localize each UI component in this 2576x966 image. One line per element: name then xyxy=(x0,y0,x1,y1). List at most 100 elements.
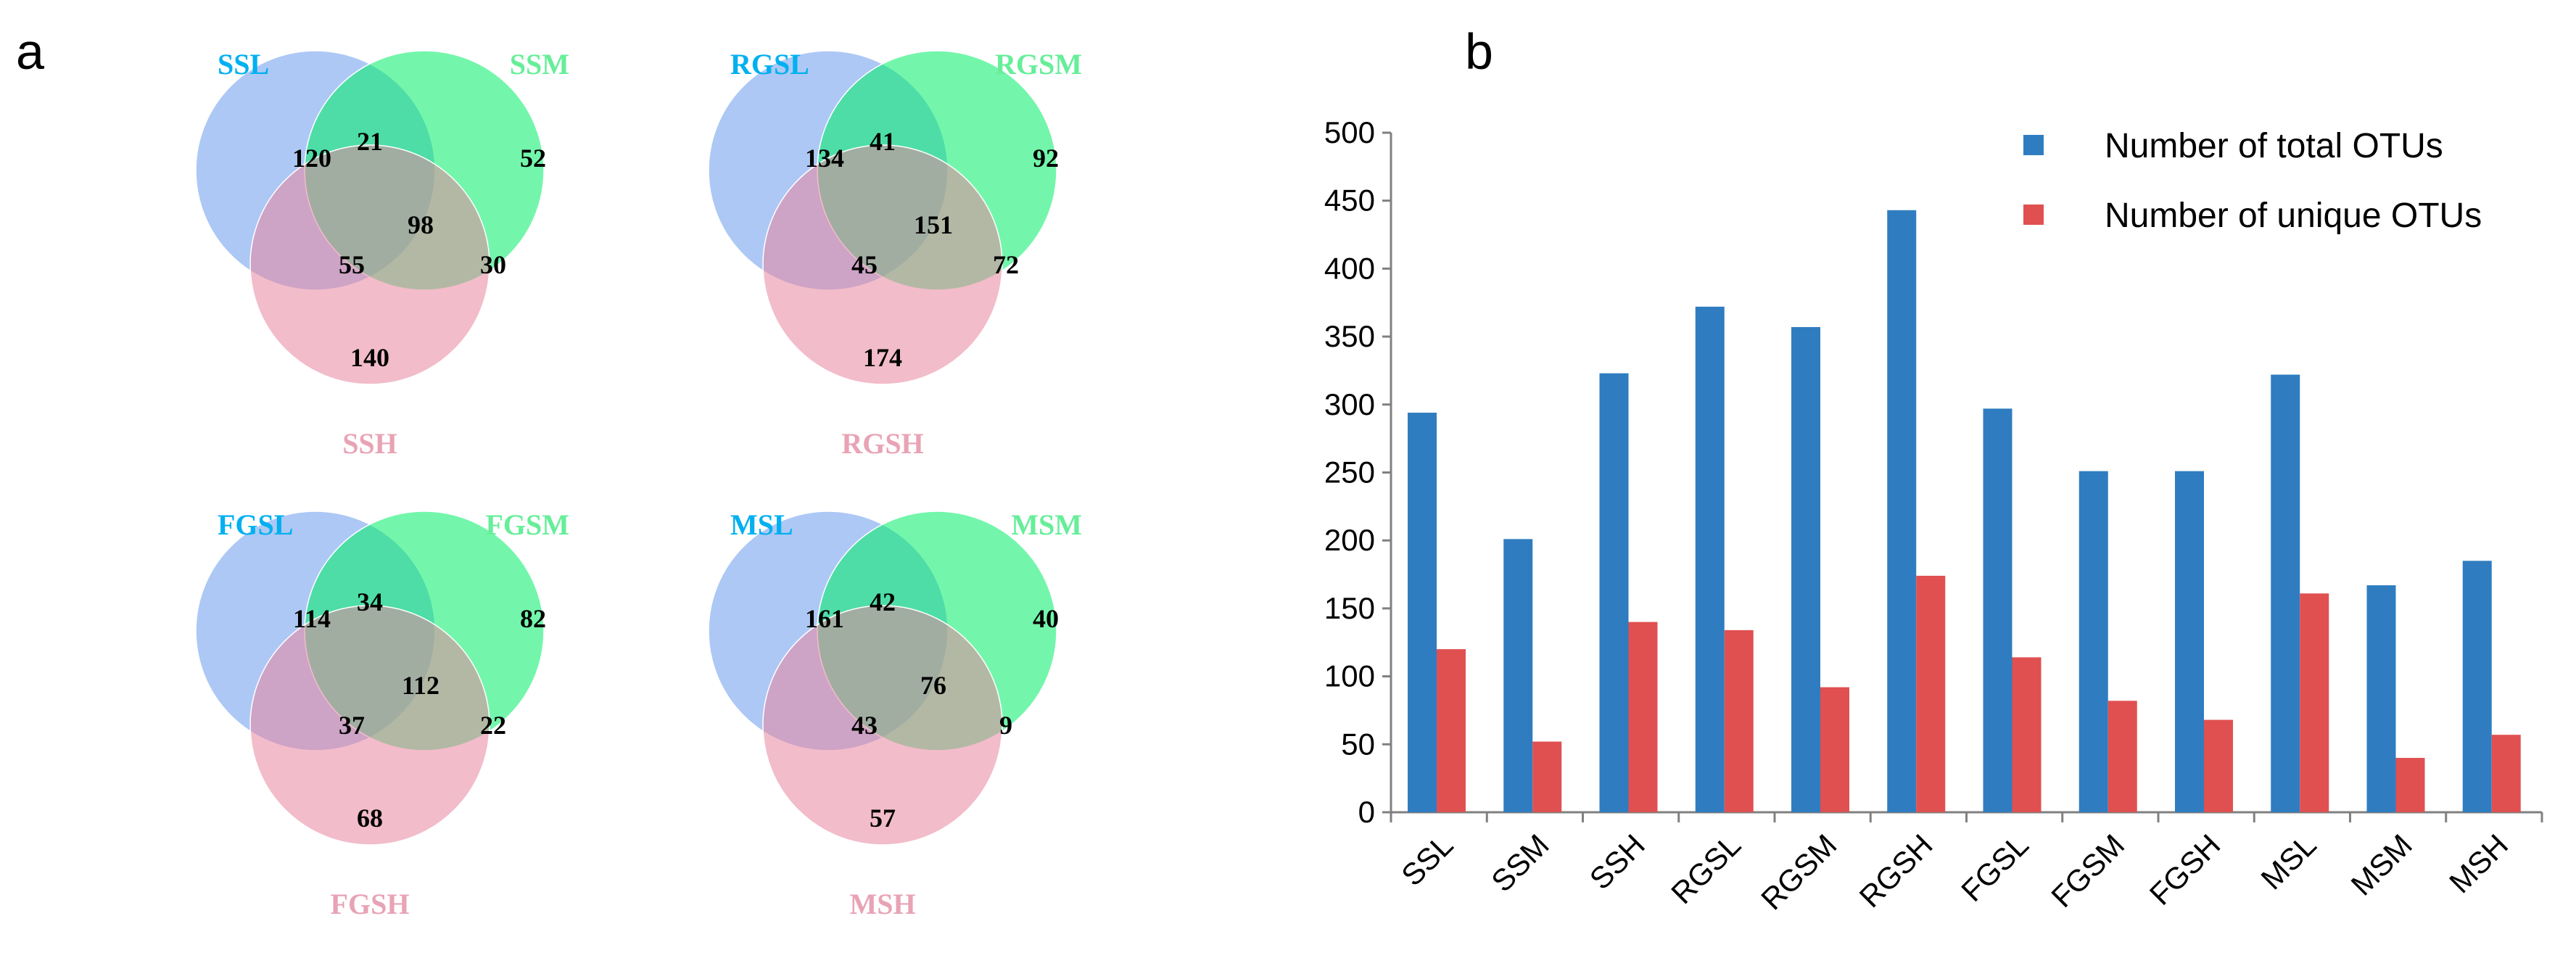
legend-swatch-total xyxy=(2023,135,2044,155)
bar-total-fgsm xyxy=(2078,471,2108,812)
venn-title-mid: RGSM xyxy=(995,48,1082,80)
venn-value-lmh: 112 xyxy=(402,671,439,700)
venn-value-m: 82 xyxy=(520,604,546,633)
venn-diagram-4: MSL MSM MSH 161 40 57 42 43 9 76 xyxy=(708,508,1082,920)
bar-total-msm xyxy=(2366,585,2396,812)
venn-value-lm: 34 xyxy=(357,587,383,616)
legend-swatch-unique xyxy=(2023,205,2044,225)
venn-title-high: SSH xyxy=(342,427,397,460)
venn-value-l: 161 xyxy=(805,604,844,633)
bar-unique-rgsm xyxy=(1820,687,1849,812)
x-tick-label-fgsh: FGSH xyxy=(2143,827,2227,912)
x-tick-label-fgsl: FGSL xyxy=(1954,827,2035,908)
bar-unique-msh xyxy=(2491,735,2521,812)
venn-value-lh: 37 xyxy=(339,711,365,740)
venn-value-lmh: 76 xyxy=(920,671,946,700)
venn-title-high: MSH xyxy=(849,888,915,920)
venn-value-lmh: 98 xyxy=(408,210,434,239)
venn-value-mh: 30 xyxy=(480,250,506,279)
bar-unique-ssh xyxy=(1628,622,1658,812)
venn-value-l: 134 xyxy=(805,144,844,173)
bar-unique-rgsl xyxy=(1724,629,1754,812)
venn-title-low: SSL xyxy=(218,48,269,80)
venn-title-high: FGSH xyxy=(331,888,410,920)
x-tick-label-msl: MSL xyxy=(2254,827,2322,896)
venn-title-mid: MSM xyxy=(1011,508,1082,541)
y-tick-label: 450 xyxy=(1324,183,1375,218)
venn-value-m: 40 xyxy=(1033,604,1059,633)
bar-total-ssh xyxy=(1599,373,1629,812)
venn-value-m: 52 xyxy=(520,144,546,173)
venn-circle-high xyxy=(249,605,490,846)
panel-label-b: b xyxy=(1465,23,1493,80)
venn-value-lh: 45 xyxy=(851,250,878,279)
bar-total-ssl xyxy=(1408,413,1437,812)
venn-title-low: FGSL xyxy=(218,508,293,541)
x-tick-label-ssl: SSL xyxy=(1395,827,1459,892)
bar-total-rgsl xyxy=(1695,306,1725,812)
venn-title-low: RGSL xyxy=(730,48,809,80)
y-tick-label: 150 xyxy=(1324,591,1375,625)
x-tick-label-msm: MSM xyxy=(2344,827,2419,902)
bar-unique-msm xyxy=(2395,758,2425,812)
venn-value-mh: 9 xyxy=(999,711,1012,740)
y-tick-label: 100 xyxy=(1324,659,1375,693)
venn-value-m: 92 xyxy=(1033,144,1059,173)
bar-unique-fgsm xyxy=(2108,701,2137,812)
venn-circle-high xyxy=(762,144,1003,385)
legend-label-total: Number of total OTUs xyxy=(2105,127,2443,165)
y-tick-label: 300 xyxy=(1324,387,1375,421)
y-tick-label: 0 xyxy=(1358,795,1375,829)
bar-total-msl xyxy=(2271,374,2300,812)
y-tick-label: 50 xyxy=(1341,727,1375,761)
venn-value-l: 114 xyxy=(293,604,331,633)
y-tick-label: 350 xyxy=(1324,319,1375,353)
venn-value-lh: 55 xyxy=(339,250,365,279)
y-tick-label: 200 xyxy=(1324,523,1375,557)
venn-diagram-2: RGSL RGSM RGSH 134 92 174 41 45 72 151 xyxy=(708,48,1082,460)
bar-unique-ssm xyxy=(1532,741,1562,812)
panel-label-a: a xyxy=(16,23,44,80)
x-tick-label-rgsl: RGSL xyxy=(1664,827,1747,910)
bar-total-ssm xyxy=(1503,539,1533,812)
bar-total-fgsh xyxy=(2175,471,2204,812)
venn-value-mh: 22 xyxy=(480,711,506,740)
venn-title-low: MSL xyxy=(730,508,793,541)
y-tick-label: 500 xyxy=(1324,115,1375,149)
venn-value-lh: 43 xyxy=(851,711,878,740)
bar-unique-fgsl xyxy=(2012,657,2042,812)
venn-circle-high xyxy=(762,605,1003,846)
venn-value-lmh: 151 xyxy=(914,210,953,239)
legend-label-unique: Number of unique OTUs xyxy=(2105,197,2482,235)
venn-value-h: 68 xyxy=(357,804,383,833)
venn-diagram-1: SSL SSM SSH 120 52 140 21 55 30 98 xyxy=(195,48,569,460)
x-tick-label-ssm: SSM xyxy=(1485,827,1556,899)
venn-value-l: 120 xyxy=(292,144,331,173)
bar-unique-fgsh xyxy=(2204,719,2233,812)
bar-total-rgsm xyxy=(1791,326,1820,812)
venn-value-lm: 42 xyxy=(870,587,896,616)
venn-value-mh: 72 xyxy=(993,250,1019,279)
bar-unique-ssl xyxy=(1437,649,1466,812)
y-tick-label: 400 xyxy=(1324,251,1375,285)
bar-unique-rgsh xyxy=(1916,575,1946,812)
venn-diagrams: SSL SSM SSH 120 52 140 21 55 30 98 RGSL RGSM RGSH 134… xyxy=(195,48,1082,920)
x-tick-label-fgsm: FGSM xyxy=(2044,827,2131,914)
x-tick-label-rgsm: RGSM xyxy=(1754,827,1843,916)
bar-total-fgsl xyxy=(1983,408,2012,812)
venn-title-high: RGSH xyxy=(841,427,923,460)
venn-title-mid: SSM xyxy=(510,48,569,80)
venn-value-h: 174 xyxy=(863,343,902,372)
bar-unique-msl xyxy=(2300,593,2329,812)
x-tick-label-rgsh: RGSH xyxy=(1853,827,1939,914)
venn-value-h: 140 xyxy=(350,343,389,372)
venn-value-lm: 21 xyxy=(357,127,383,156)
bar-total-rgsh xyxy=(1887,210,1917,812)
venn-diagram-3: FGSL FGSM FGSH 114 82 68 34 37 22 112 xyxy=(195,508,569,920)
venn-value-lm: 41 xyxy=(870,127,896,156)
y-tick-label: 250 xyxy=(1324,455,1375,490)
bar-total-msh xyxy=(2462,561,2492,812)
venn-circle-high xyxy=(249,144,490,385)
x-tick-label-ssh: SSH xyxy=(1583,827,1651,896)
